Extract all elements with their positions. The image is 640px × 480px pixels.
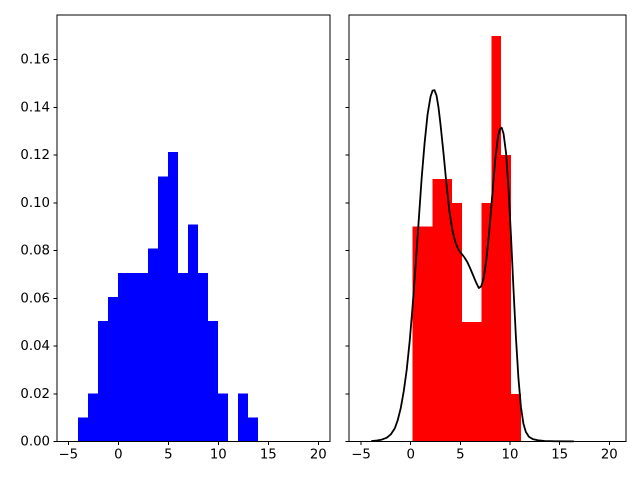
histogram-bar xyxy=(481,202,492,442)
histogram-bar xyxy=(177,272,188,442)
histogram-bar xyxy=(157,176,168,442)
histogram-bar xyxy=(97,320,108,442)
histogram-bar xyxy=(167,152,178,442)
histogram-bar xyxy=(422,226,433,442)
y-tick-label: 0.04 xyxy=(20,339,50,354)
right-histogram-kde-axes: −5 0 5 10 15 20 xyxy=(345,14,627,462)
kde-curve xyxy=(371,89,575,443)
x-tick-label: 15 xyxy=(260,447,277,462)
y-tick-label: 0.08 xyxy=(20,244,50,259)
x-tick-label: 10 xyxy=(210,447,227,462)
y-tick-label: 0.12 xyxy=(20,148,50,163)
y-tick-label: 0.16 xyxy=(20,53,50,68)
y-tick-label: 0.06 xyxy=(20,291,50,306)
histogram-bar xyxy=(147,248,158,442)
histogram-bar xyxy=(451,202,462,442)
x-tick-label: −5 xyxy=(351,447,371,462)
histogram-bar xyxy=(207,320,218,442)
left-histogram-axes: −5 0 5 10 15 20 0.00 0.02 0.04 0.06 0.08 0.10 0.12 0.… xyxy=(20,14,331,462)
histogram-bar xyxy=(137,272,148,442)
axes-spines xyxy=(348,14,627,442)
histogram-bar xyxy=(491,35,502,442)
histogram-bar xyxy=(461,322,472,442)
axes-spines xyxy=(56,14,331,442)
histogram-bar xyxy=(247,417,258,442)
histogram-bar xyxy=(501,155,511,442)
histogram-bar xyxy=(127,272,138,442)
histogram-bar xyxy=(87,393,98,442)
histogram-bar xyxy=(187,224,198,442)
histogram-bar xyxy=(107,296,118,442)
y-tick-label: 0.00 xyxy=(20,435,50,450)
histogram-bar xyxy=(471,322,482,442)
x-tick-label: 20 xyxy=(601,447,618,462)
histogram-bar xyxy=(510,393,521,442)
histogram-bar xyxy=(432,178,443,442)
histogram-bar xyxy=(217,393,228,442)
x-tick-label: 5 xyxy=(456,447,464,462)
histogram-bar xyxy=(442,178,452,442)
x-tick-label: −5 xyxy=(58,447,78,462)
x-tick-label: 5 xyxy=(164,447,172,462)
x-tick-label: 0 xyxy=(406,447,414,462)
histogram-bar xyxy=(412,226,423,442)
y-tick-label: 0.10 xyxy=(20,196,50,211)
histogram-bar xyxy=(197,272,208,442)
y-tick-label: 0.02 xyxy=(20,387,50,402)
histogram-bar xyxy=(237,393,248,442)
y-tick-label: 0.14 xyxy=(20,100,50,115)
x-tick-label: 15 xyxy=(551,447,568,462)
x-tick-label: 10 xyxy=(502,447,519,462)
x-tick-label: 0 xyxy=(114,447,122,462)
histogram-bar xyxy=(117,272,128,442)
histogram-bar xyxy=(77,417,88,442)
x-tick-label: 20 xyxy=(310,447,327,462)
